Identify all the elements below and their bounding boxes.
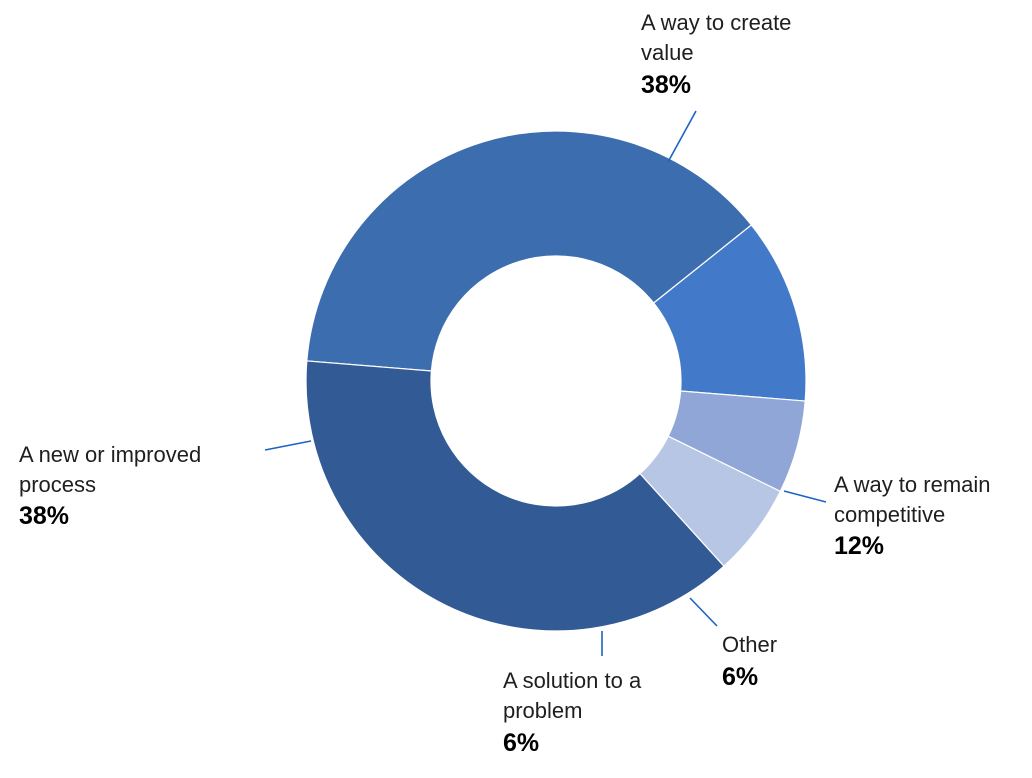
slice-value-label: 6%: [722, 663, 758, 691]
slice-label-a-way-to-remain-competitive: A way to remain competitive 12%: [834, 472, 991, 560]
slice-label-text: A way to remain: [834, 472, 991, 497]
slice-a-way-to-create-value: [306, 130, 753, 372]
slice-label-text: Other: [722, 632, 777, 657]
leader-line-a-way-to-remain-competitive: [783, 490, 827, 503]
slice-label-a-new-or-improved-process: A new or improved process 38%: [19, 442, 201, 530]
leader-line-a-way-to-create-value: [667, 110, 697, 163]
slice-label-text: A solution to a: [503, 668, 642, 693]
leader-lines-layer: [264, 110, 827, 656]
slice-label-text: A new or improved: [19, 442, 201, 467]
slice-value-label: 12%: [834, 532, 884, 560]
slice-label-text: competitive: [834, 502, 945, 527]
slice-value-label: 6%: [503, 729, 539, 757]
slice-label-text: process: [19, 472, 96, 497]
slices-layer: [305, 130, 807, 632]
leader-line-a-new-or-improved-process: [264, 440, 312, 451]
slice-a-new-or-improved-process: [305, 360, 725, 632]
slice-label-a-solution-to-a-problem: A solution to a problem 6%: [503, 668, 642, 757]
slice-value-label: 38%: [641, 71, 691, 99]
slice-label-other: Other 6%: [722, 632, 777, 691]
slice-label-text: problem: [503, 698, 582, 723]
labels-layer: A way to create value 38% A way to remain co…: [19, 10, 991, 757]
slice-label-text: value: [641, 40, 694, 65]
slice-label-text: A way to create: [641, 10, 791, 35]
slice-label-a-way-to-create-value: A way to create value 38%: [641, 10, 791, 99]
slice-value-label: 38%: [19, 502, 69, 530]
leader-line-other: [689, 597, 718, 627]
